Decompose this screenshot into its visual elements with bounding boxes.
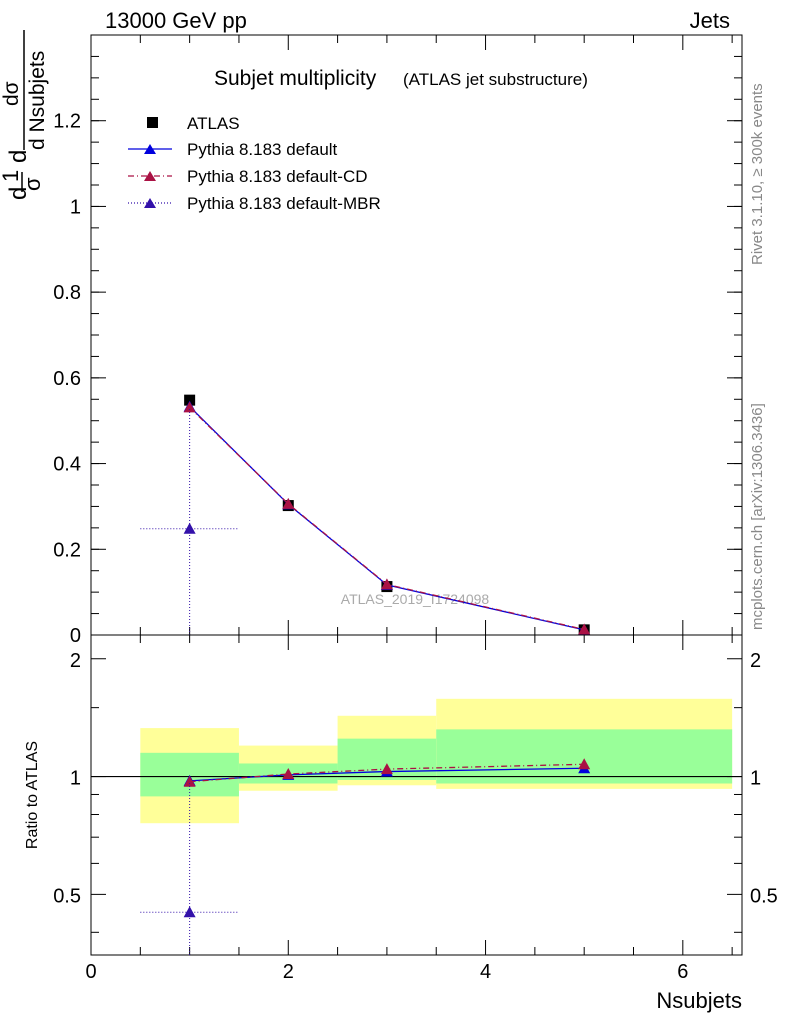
ratio-data-point (578, 758, 591, 770)
data-point-mc (183, 401, 196, 413)
top-series-layer (140, 394, 591, 636)
x-tick-label: 2 (283, 961, 294, 983)
ratio-y-tick-label-right: 0.5 (750, 885, 778, 907)
legend-marker-default (144, 144, 156, 154)
top-y-tick-label: 0 (70, 625, 81, 647)
ratio-y-tick-label-right: 1 (750, 768, 761, 790)
legend-label-cd: Pythia 8.183 default-CD (187, 167, 368, 186)
top-y-axis-label: d 1 σ d dσ d Nsubjets (0, 30, 49, 200)
ratio-y-tick-label: 1 (70, 768, 81, 790)
ratio-bands (140, 698, 733, 824)
svg-text:dσ: dσ (0, 81, 23, 106)
svg-text:d: d (5, 187, 32, 200)
svg-text:d: d (5, 150, 32, 163)
top-y-tick-label: 0.8 (53, 282, 81, 304)
ratio-series-line (189, 767, 585, 782)
ratio-panel-ticks (90, 635, 742, 955)
top-y-tick-labels: 0 0.2 0.4 0.6 0.8 1 1.2 (53, 111, 81, 647)
ratio-panel-frame (90, 634, 743, 956)
rivet-label: Rivet 3.1.10, ≥ 300k events (749, 83, 766, 265)
analysis-watermark: ATLAS_2019_I1724098 (341, 591, 490, 607)
top-y-tick-label: 1.2 (53, 111, 81, 133)
legend-marker-mbr (144, 198, 156, 208)
legend: ATLAS Pythia 8.183 default Pythia 8.183 … (128, 114, 381, 213)
ratio-y-tick-label: 2 (70, 650, 81, 672)
svg-text:1: 1 (0, 170, 23, 182)
ratio-series-line (189, 763, 585, 783)
data-point-mc (183, 522, 196, 534)
svg-text:d Nsubjets: d Nsubjets (26, 51, 49, 150)
ratio-data-point (183, 906, 196, 918)
jets-label: Jets (690, 8, 730, 33)
ratio-y-tick-label: 0.5 (53, 885, 81, 907)
energy-label: 13000 GeV pp (105, 8, 247, 33)
ratio-data-point (183, 775, 196, 787)
data-point-mc (282, 497, 295, 509)
top-y-tick-label: 1 (70, 196, 81, 218)
legend-marker-cd (144, 171, 156, 181)
mcplots-label: mcplots.cern.ch [arXiv:1306.3436] (749, 403, 766, 630)
svg-text:σ: σ (20, 177, 45, 191)
x-tick-label: 4 (480, 961, 491, 983)
legend-label-mbr: Pythia 8.183 default-MBR (187, 194, 381, 213)
x-axis-label: Nsubjets (656, 988, 742, 1013)
uncertainty-band-green (436, 729, 733, 784)
ratio-y-axis-label: Ratio to ATLAS (24, 741, 41, 849)
x-tick-label: 6 (677, 961, 688, 983)
ratio-data-point (282, 768, 295, 780)
ratio-data-point (380, 763, 393, 775)
data-point-mc (380, 578, 393, 590)
data-point-atlas (184, 394, 196, 406)
chart-subtitle: (ATLAS jet substructure) (403, 70, 588, 89)
top-y-tick-label: 0.6 (53, 368, 81, 390)
x-tick-label: 0 (85, 961, 96, 983)
top-y-tick-label: 0.2 (53, 539, 81, 561)
legend-marker-atlas (147, 117, 158, 128)
top-panel-ticks (90, 34, 742, 636)
ratio-y-tick-label-right: 2 (750, 650, 761, 672)
legend-label-atlas: ATLAS (187, 114, 240, 133)
ratio-tick-labels: 0.5 0.5 1 1 2 2 0 2 4 6 (53, 650, 778, 983)
series-line (189, 406, 585, 631)
data-point-mc (578, 623, 591, 635)
top-y-tick-label: 0.4 (53, 454, 81, 476)
legend-label-default: Pythia 8.183 default (187, 140, 338, 159)
chart-title: Subjet multiplicity (214, 67, 377, 90)
ratio-series-layer (140, 758, 591, 955)
